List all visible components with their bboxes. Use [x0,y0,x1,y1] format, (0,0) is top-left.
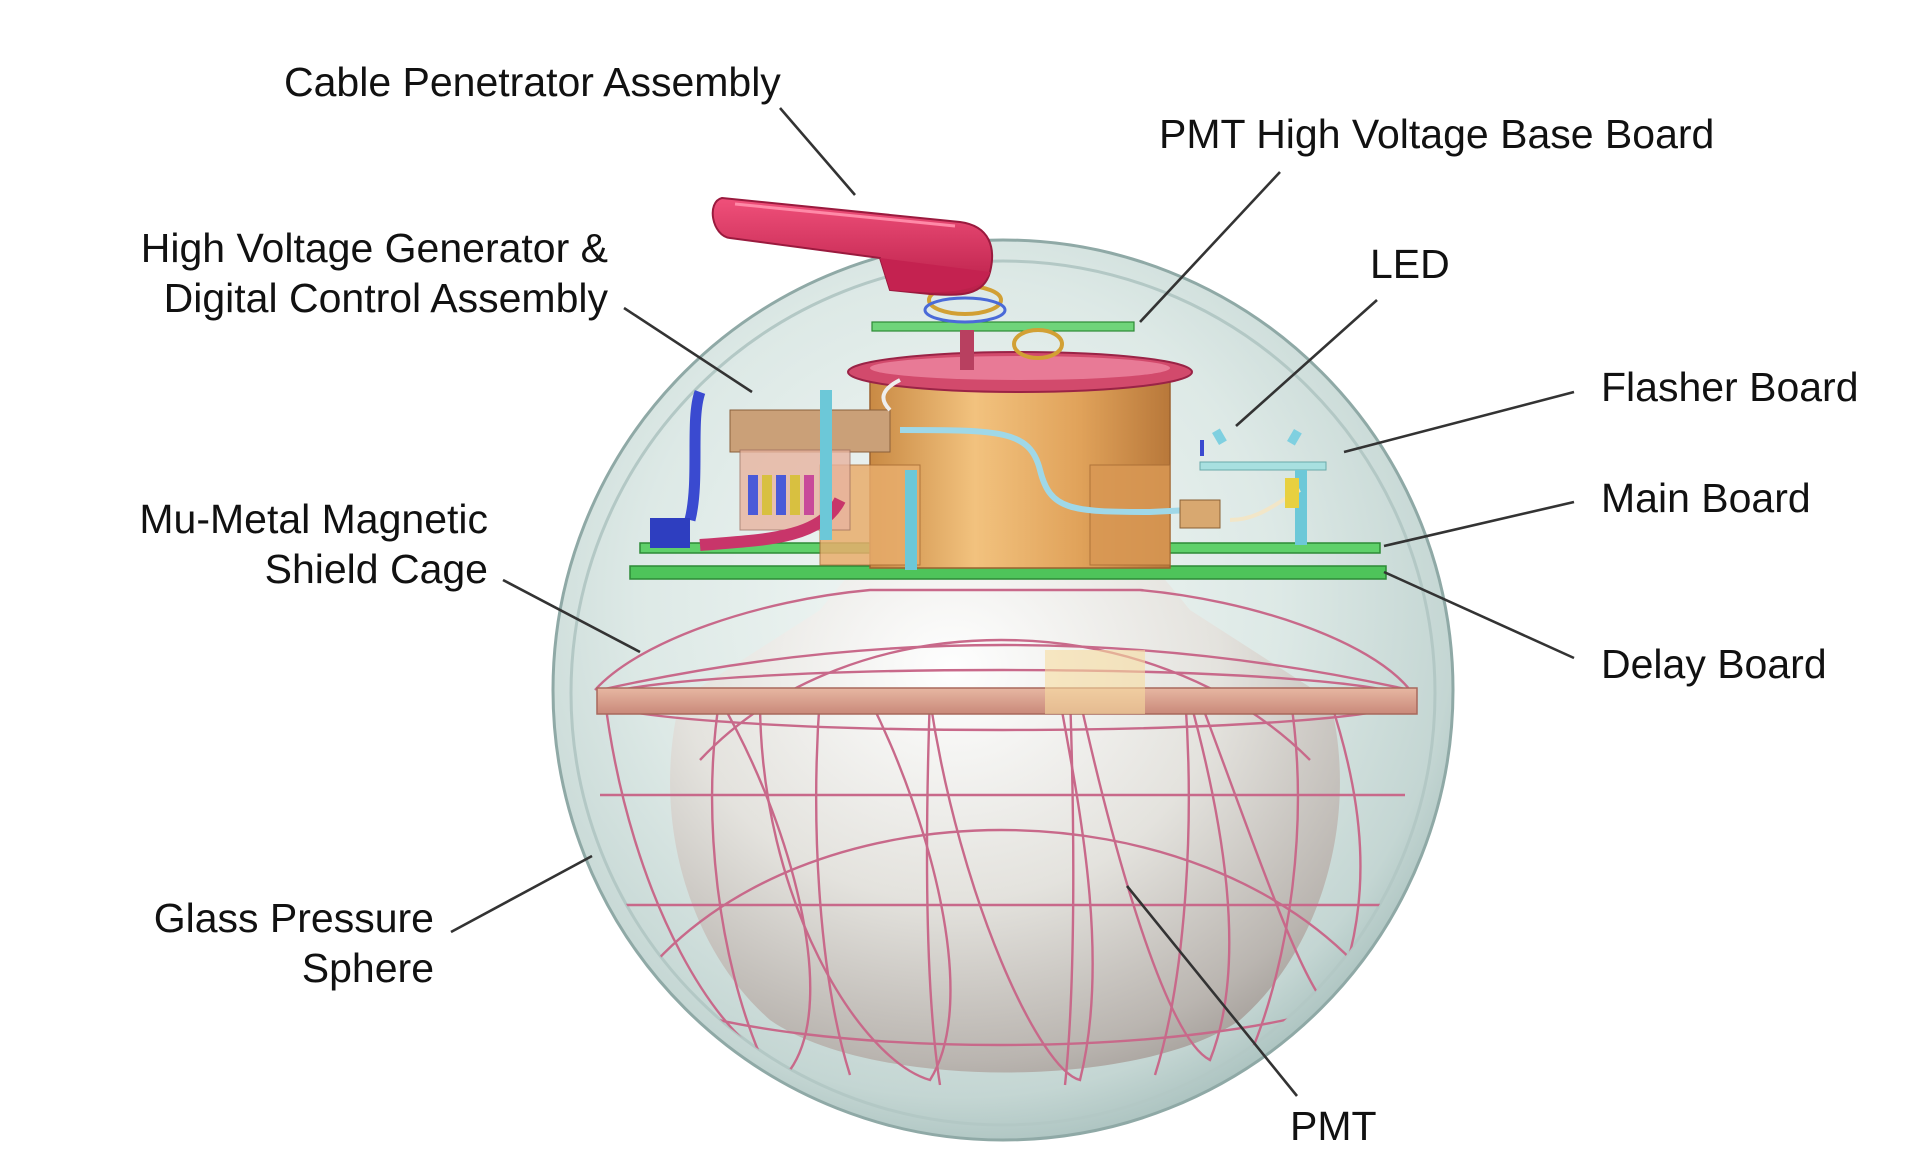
label-mu-metal-line1: Mu-Metal Magnetic [139,496,488,542]
label-mu-metal-line2: Shield Cage [265,546,488,592]
label-flasher-board: Flasher Board [1601,364,1859,410]
hv-generator-assembly [650,378,917,570]
label-hv-generator-line2: Digital Control Assembly [164,275,609,321]
label-pmt-hv-base-board: PMT High Voltage Base Board [1159,111,1714,157]
labels: Cable Penetrator Assembly PMT High Volta… [139,59,1858,1149]
shield-band [596,650,1418,715]
label-glass-sphere-line1: Glass Pressure [154,895,434,941]
leader-lines [450,107,1575,1097]
pmt-bulb [670,497,1340,1073]
label-delay-board: Delay Board [1601,641,1827,687]
pmt-hv-base-board [871,284,1135,370]
pmt-base-copper [819,351,1193,569]
cable-penetrator-assembly [711,196,994,296]
flasher-board [1179,461,1327,545]
label-pmt: PMT [1290,1103,1377,1149]
label-cable-penetrator: Cable Penetrator Assembly [284,59,781,105]
led [1200,428,1302,456]
label-hv-generator-line1: High Voltage Generator & [141,225,608,271]
label-led: LED [1370,241,1450,287]
label-main-board: Main Board [1601,475,1811,521]
label-glass-sphere-line2: Sphere [302,945,434,991]
